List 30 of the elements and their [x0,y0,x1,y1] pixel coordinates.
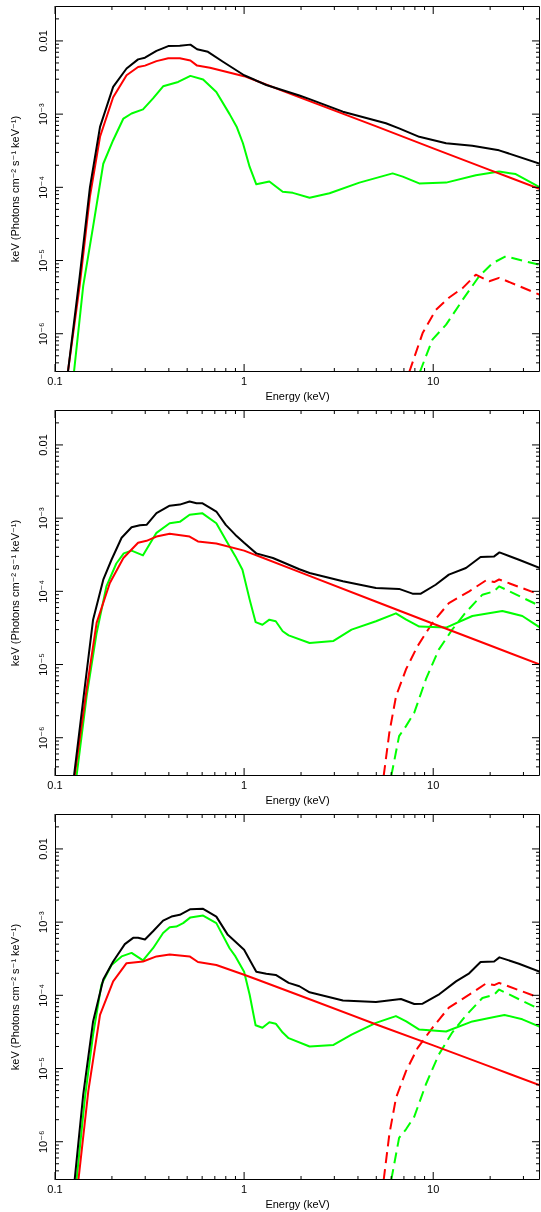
x-axis-title: Energy (keV) [265,1197,330,1210]
x-tick-label: 10 [427,374,440,387]
y-tick-label: 10⁻³ [36,102,49,125]
y-tick-label: 10⁻³ [36,910,49,933]
x-axis-title: Energy (keV) [265,389,330,402]
y-tick-label: 10⁻³ [36,506,49,529]
y-tick-label: 0.01 [36,838,49,860]
y-tick-label: 10⁻⁶ [36,726,49,750]
y-tick-label: 10⁻⁵ [36,653,49,676]
y-axis-title: keV (Photons cm⁻² s⁻¹ keV⁻¹) [9,923,22,1071]
x-axis-title: Energy (keV) [265,793,330,806]
x-tick-label: 10 [427,778,440,791]
y-tick-label: 10⁻⁵ [36,249,49,272]
y-axis-title: keV (Photons cm⁻² s⁻¹ keV⁻¹) [9,519,22,667]
y-tick-label: 0.01 [36,434,49,456]
x-tick-label: 1 [241,1182,248,1195]
y-tick-label: 10⁻⁴ [36,983,49,1007]
y-tick-label: 10⁻⁶ [36,1130,49,1154]
x-tick-label: 0.1 [47,1182,63,1195]
x-tick-label: 10 [427,1182,440,1195]
y-tick-label: 10⁻⁴ [36,579,49,603]
x-tick-label: 1 [241,374,248,387]
y-tick-label: 10⁻⁶ [36,322,49,346]
x-tick-label: 0.1 [47,374,63,387]
x-tick-label: 1 [241,778,248,791]
x-tick-label: 0.1 [47,778,63,791]
y-axis-title: keV (Photons cm⁻² s⁻¹ keV⁻¹) [9,115,22,263]
y-tick-label: 10⁻⁴ [36,175,49,199]
y-tick-label: 0.01 [36,30,49,52]
y-tick-label: 10⁻⁵ [36,1057,49,1080]
